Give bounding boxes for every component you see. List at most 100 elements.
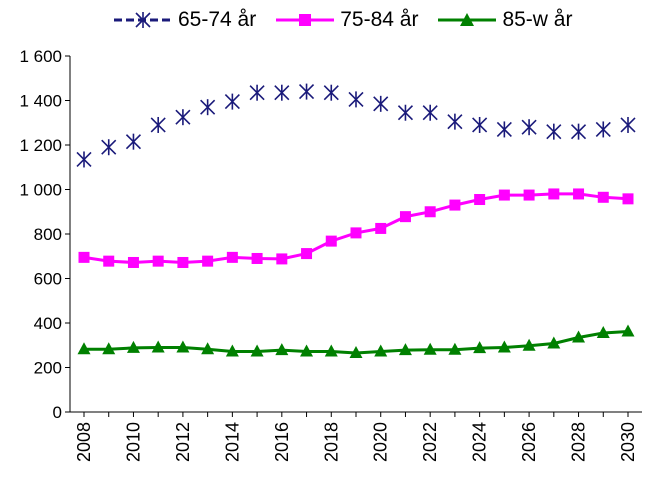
x-tick-label: 2026 <box>519 422 539 462</box>
data-point-square <box>276 253 288 265</box>
x-tick-label: 2018 <box>321 422 341 462</box>
data-point-square <box>449 199 461 211</box>
data-point-triangle <box>349 346 363 359</box>
data-point-triangle <box>250 344 264 357</box>
data-point-triangle <box>374 344 388 357</box>
data-point-asterisk <box>521 119 537 136</box>
data-point-square <box>177 256 189 268</box>
x-tick-label: 2020 <box>371 422 391 462</box>
data-point-asterisk <box>546 123 562 140</box>
legend-item-85-w: 85-w år <box>436 8 572 32</box>
data-point-asterisk <box>472 116 488 133</box>
data-point-square <box>548 188 560 200</box>
data-point-triangle <box>102 342 116 355</box>
data-point-square <box>399 211 411 223</box>
data-point-triangle <box>547 336 561 349</box>
y-tick-label: 1 200 <box>19 136 62 155</box>
data-point-square <box>152 255 164 267</box>
x-tick-label: 2012 <box>173 422 193 462</box>
data-point-asterisk <box>570 123 587 140</box>
legend-label-65-74: 65-74 år <box>178 8 257 31</box>
legend-asterisk-marker-icon <box>114 12 172 28</box>
data-point-asterisk <box>125 133 142 150</box>
x-tick-label: 2024 <box>470 422 490 462</box>
data-point-triangle <box>151 340 165 353</box>
data-point-square <box>202 255 214 267</box>
data-point-triangle <box>423 342 437 355</box>
x-tick-label: 2008 <box>74 422 94 462</box>
data-point-triangle <box>324 344 338 357</box>
data-point-square <box>523 189 535 201</box>
data-point-asterisk <box>447 113 463 130</box>
data-point-asterisk <box>397 104 414 121</box>
data-point-asterisk <box>496 121 512 138</box>
legend-item-65-74: 65-74 år <box>112 8 256 32</box>
x-tick-label: 2022 <box>420 422 440 462</box>
legend-square-marker-icon <box>276 14 335 26</box>
data-point-asterisk <box>422 104 438 121</box>
data-point-square <box>350 227 362 239</box>
y-tick-label: 600 <box>34 270 62 289</box>
data-point-square <box>226 251 238 263</box>
y-tick-label: 1 600 <box>19 47 62 66</box>
data-point-square <box>474 194 486 206</box>
data-point-asterisk <box>101 139 117 156</box>
y-tick-label: 0 <box>53 403 62 422</box>
data-point-asterisk <box>249 84 265 101</box>
legend-label-85-w: 85-w år <box>502 8 573 31</box>
data-point-triangle <box>398 343 412 356</box>
data-point-asterisk <box>150 116 166 133</box>
data-point-triangle <box>126 340 140 353</box>
data-point-square <box>375 222 387 234</box>
data-point-asterisk <box>620 116 636 133</box>
data-point-asterisk <box>224 93 240 110</box>
y-tick-label: 800 <box>34 225 62 244</box>
x-tick-label: 2016 <box>272 422 292 462</box>
data-point-triangle <box>596 326 610 339</box>
data-point-square <box>251 252 263 264</box>
data-point-square <box>78 251 90 263</box>
data-point-square <box>597 191 609 203</box>
data-point-triangle <box>522 338 536 351</box>
y-tick-label: 400 <box>34 314 62 333</box>
data-point-asterisk <box>76 151 92 168</box>
data-point-asterisk <box>595 121 611 138</box>
data-point-triangle <box>201 342 215 355</box>
data-point-square <box>325 235 337 247</box>
data-point-triangle <box>77 342 91 355</box>
y-tick-label: 200 <box>34 359 62 378</box>
legend: 65-74 år 75-84 år 85-w år <box>112 8 572 32</box>
legend-item-75-84: 75-84 år <box>274 8 418 32</box>
data-point-square <box>573 188 585 200</box>
data-point-asterisk <box>298 83 315 100</box>
data-point-triangle <box>572 330 586 343</box>
data-point-asterisk <box>348 91 364 108</box>
data-point-triangle <box>176 340 190 353</box>
data-point-triangle <box>300 344 314 357</box>
legend-label-75-84: 75-84 år <box>340 8 419 31</box>
data-point-triangle <box>275 343 289 356</box>
x-tick-label: 2014 <box>222 422 242 462</box>
x-tick-label: 2010 <box>123 422 143 462</box>
data-point-asterisk <box>373 95 389 112</box>
data-point-square <box>301 248 313 260</box>
data-point-triangle <box>621 324 635 337</box>
data-point-asterisk <box>200 99 216 116</box>
data-point-square <box>103 255 115 267</box>
y-tick-label: 1 400 <box>19 92 62 111</box>
data-point-asterisk <box>175 109 191 126</box>
x-tick-label: 2030 <box>618 422 638 462</box>
data-point-square <box>127 256 139 268</box>
data-point-asterisk <box>323 84 339 101</box>
data-point-asterisk <box>274 84 290 101</box>
data-point-square <box>424 206 436 218</box>
data-point-triangle <box>497 340 511 353</box>
data-point-triangle <box>225 344 239 357</box>
x-tick-label: 2028 <box>569 422 589 462</box>
y-tick-label: 1 000 <box>19 181 62 200</box>
data-point-triangle <box>448 342 462 355</box>
data-point-triangle <box>473 341 487 354</box>
data-point-square <box>622 193 634 205</box>
legend-triangle-marker-icon <box>438 13 497 26</box>
